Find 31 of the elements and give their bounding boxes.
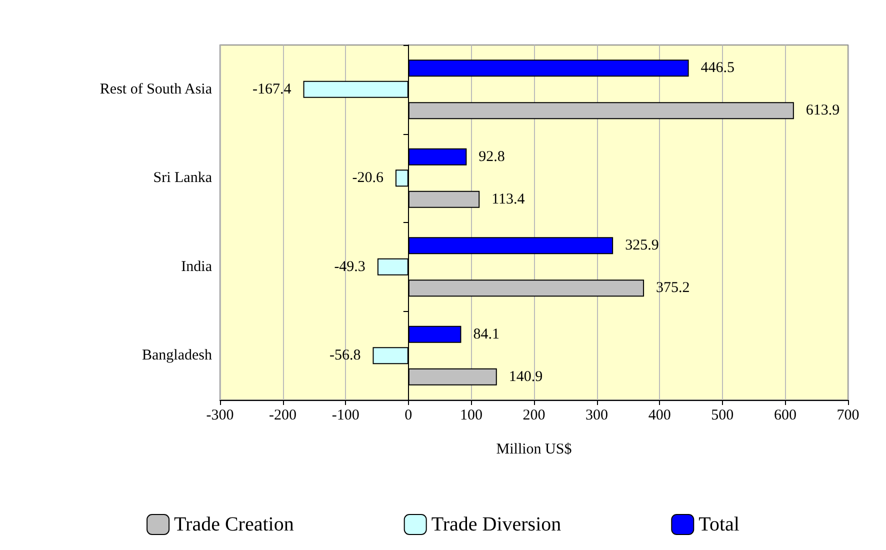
data-label: 325.9 — [625, 238, 659, 254]
data-label: -49.3 — [334, 258, 366, 275]
data-label: 375.2 — [656, 280, 690, 296]
legend-label: Trade Creation — [174, 514, 294, 536]
y-tick-label: Sri Lanka — [153, 170, 212, 186]
data-label: -20.6 — [352, 170, 384, 186]
y-tick-label: Rest of South Asia — [100, 81, 212, 98]
x-axis-title: Million US$ — [496, 442, 572, 458]
x-tick-label: 300 — [586, 408, 608, 424]
data-label: -56.8 — [329, 348, 361, 364]
x-tick-label: 400 — [648, 408, 671, 424]
legend-label: Trade Diversion — [431, 514, 562, 536]
legend-label: Total — [698, 514, 740, 536]
x-tick-label: -300 — [206, 408, 234, 424]
data-label: 446.5 — [700, 60, 735, 76]
data-label: 113.4 — [492, 191, 526, 208]
x-tick-label: 700 — [836, 408, 860, 424]
data-label: -167.4 — [252, 81, 292, 98]
x-tick-label: -100 — [332, 408, 360, 424]
x-tick-label: 200 — [522, 408, 546, 424]
x-tick-label: 600 — [774, 408, 796, 424]
data-label: 84.1 — [473, 326, 500, 342]
data-label: 140.9 — [508, 368, 543, 385]
data-label: 613.9 — [806, 102, 840, 119]
x-tick-label: 100 — [460, 408, 482, 424]
x-tick-label: 0 — [404, 408, 412, 424]
y-tick-label: Bangladesh — [142, 348, 212, 364]
data-label: 92.8 — [478, 148, 505, 165]
y-tick-label: India — [181, 258, 212, 275]
x-tick-label: 500 — [711, 408, 734, 424]
x-tick-label: -200 — [269, 408, 297, 424]
